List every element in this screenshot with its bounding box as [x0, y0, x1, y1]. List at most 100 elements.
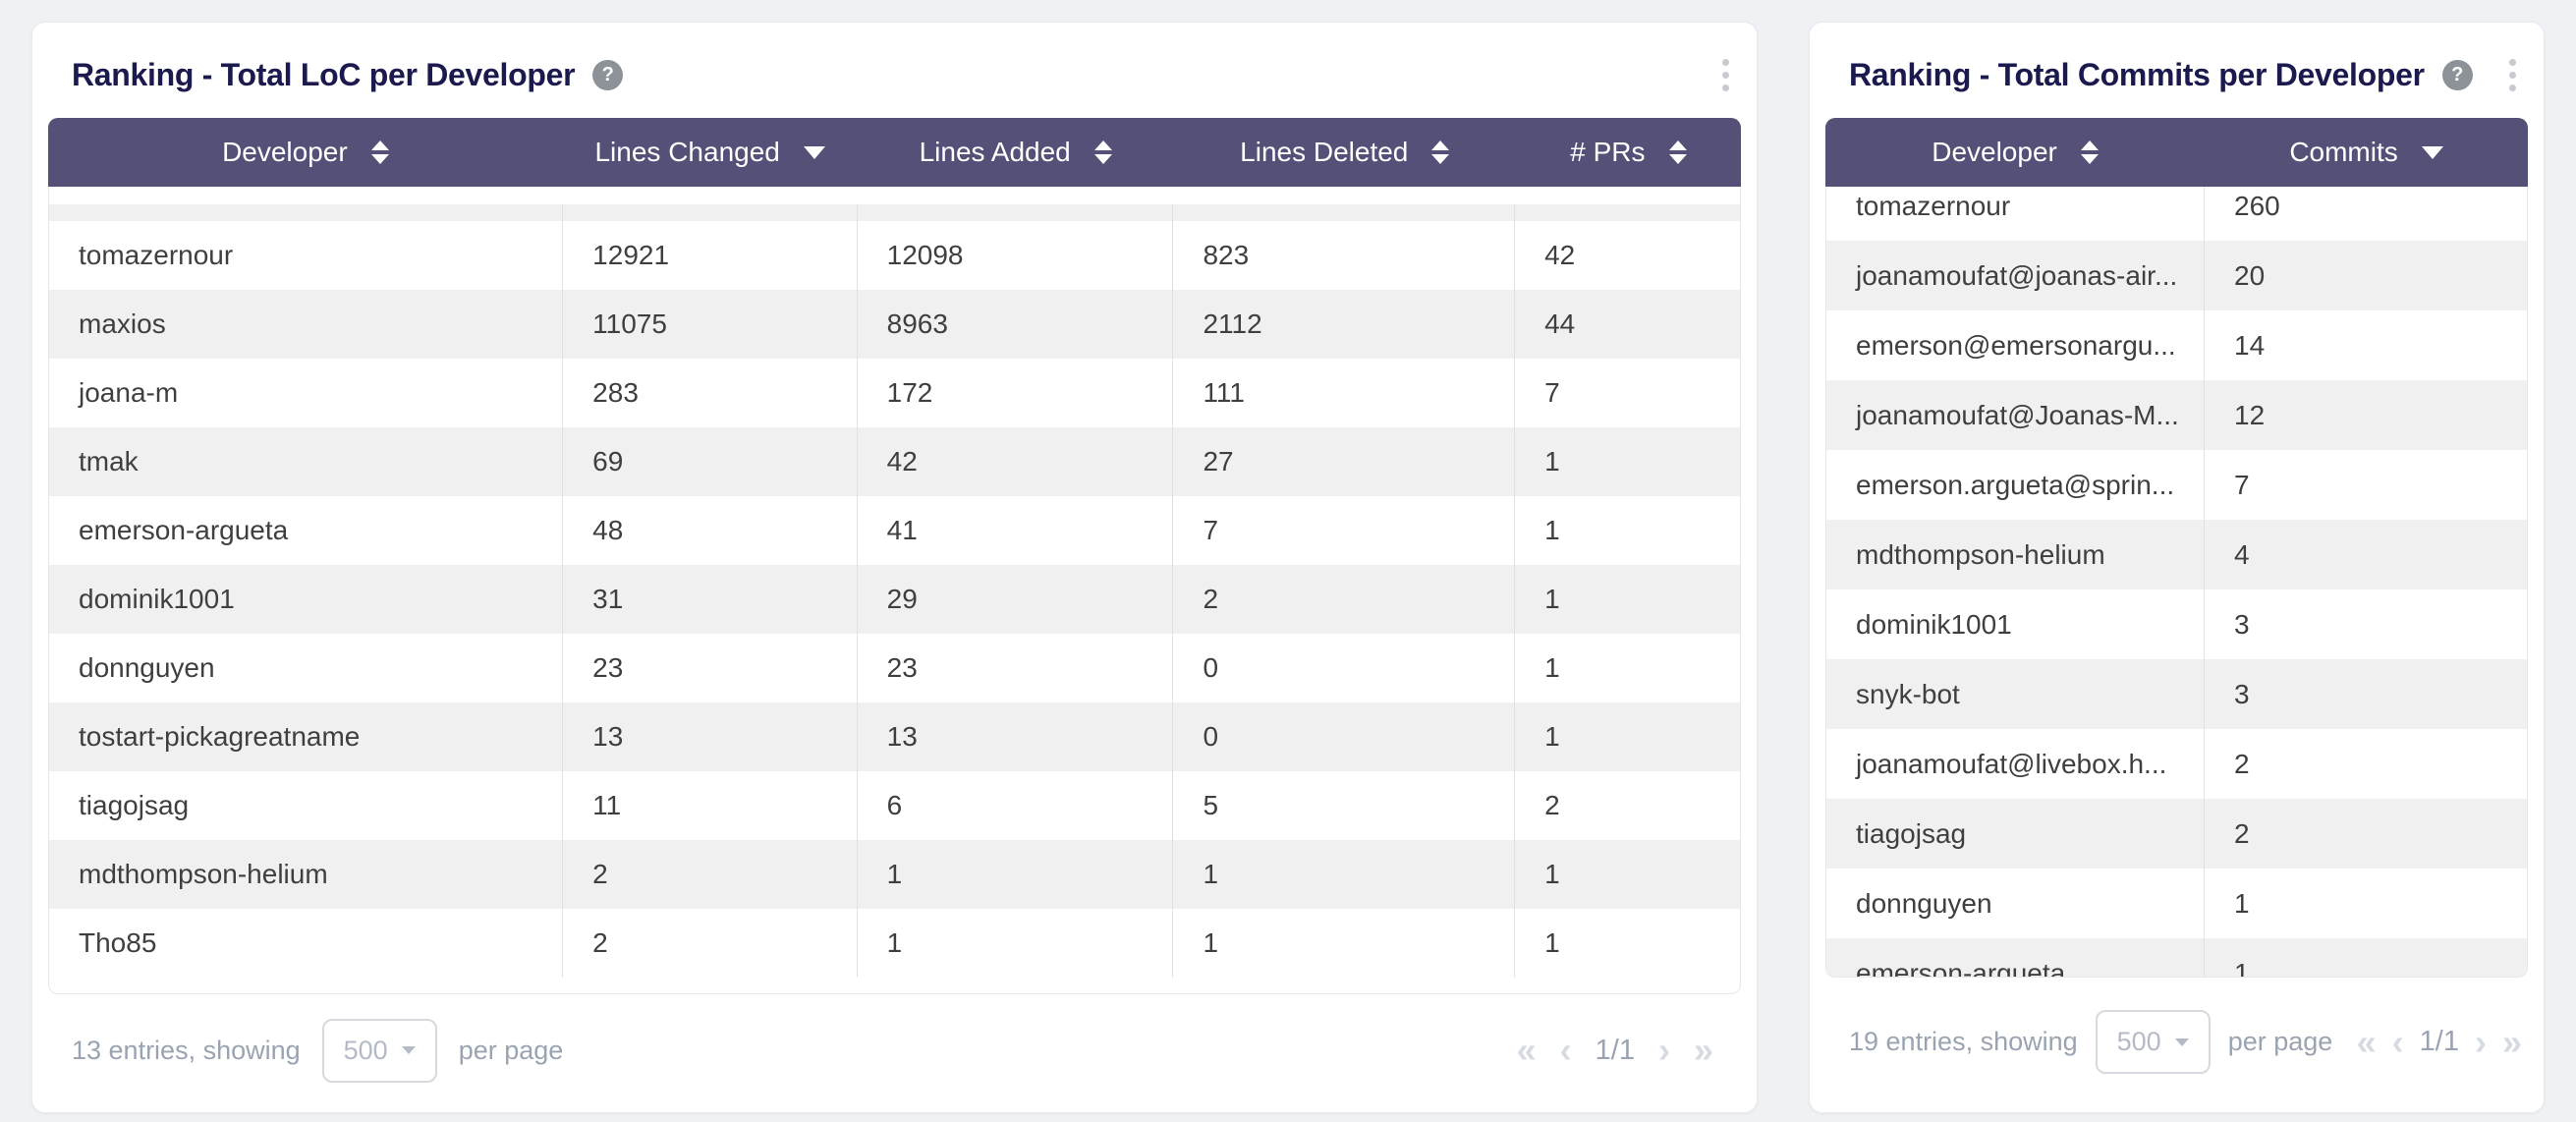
loc-ranking-card: Ranking - Total LoC per Developer ? Deve… — [31, 22, 1758, 1113]
table-cell — [1173, 204, 1516, 221]
kebab-menu-icon[interactable] — [2499, 53, 2526, 97]
column-header[interactable]: Lines Deleted — [1174, 118, 1516, 187]
sort-both-icon[interactable] — [2081, 140, 2099, 164]
table-cell: donnguyen — [49, 634, 564, 702]
table-row: donnguyen 1 — [1826, 869, 2527, 938]
page-size-select[interactable]: 500 — [2095, 1010, 2211, 1074]
table-cell: 823 — [1173, 221, 1516, 290]
card-header: Ranking - Total Commits per Developer ? — [1810, 23, 2544, 118]
sort-both-icon[interactable] — [1094, 140, 1112, 164]
table-cell: 2 — [2234, 748, 2250, 779]
column-label: # PRs — [1570, 137, 1646, 167]
column-header[interactable]: Lines Changed — [563, 118, 858, 187]
table-row: joanamoufat@Joanas-M... 12 — [1826, 380, 2527, 450]
table-row: emerson.argueta@sprin... 7 — [1826, 450, 2527, 520]
table-row: mdthompson-helium 2 1 1 1 — [49, 840, 1740, 909]
column-header[interactable]: Developer — [1825, 118, 2205, 187]
sort-both-icon[interactable] — [1669, 140, 1687, 164]
sort-both-icon[interactable] — [1431, 140, 1449, 164]
page-size-value: 500 — [2116, 1027, 2161, 1056]
table-cell: 1 — [1544, 584, 1560, 614]
column-label: Developer — [1932, 137, 2057, 167]
table-body[interactable]: tomazernour 12921 12098 823 42 maxios 11075 896… — [48, 187, 1741, 994]
column-label: Lines Changed — [594, 137, 780, 167]
prev-page-icon[interactable]: ‹ — [1559, 1030, 1572, 1070]
table-row: Tho85 2 1 1 1 — [49, 909, 1740, 978]
table-cell: 2 — [563, 909, 858, 978]
column-header[interactable]: Lines Added — [858, 118, 1174, 187]
column-label: Lines Added — [919, 137, 1071, 167]
table-cell: 3 — [2234, 678, 2250, 709]
table-row: tostart-pickagreatname 13 13 0 1 — [49, 702, 1740, 771]
table-cell — [49, 204, 564, 221]
table-cell: maxios — [49, 290, 564, 359]
next-page-icon[interactable]: › — [1657, 1030, 1670, 1070]
table-cell: 1 — [1544, 652, 1560, 683]
table-footer: 19 entries, showing 500 per page « ‹ 1/1… — [1810, 978, 2544, 1112]
table-cell: 11 — [563, 771, 858, 840]
sort-both-icon[interactable] — [371, 140, 389, 164]
table-cell: 3 — [2234, 608, 2250, 640]
column-label: Commits — [2289, 137, 2398, 167]
table-cell: 1 — [1544, 721, 1560, 752]
table-row: dominik1001 31 29 2 1 — [49, 565, 1740, 634]
next-page-icon[interactable]: › — [2474, 1021, 2487, 1062]
table-cell: 12921 — [563, 221, 858, 290]
scroll-gap — [49, 187, 1740, 204]
last-page-icon[interactable]: » — [2501, 1021, 2522, 1062]
table-cell: tostart-pickagreatname — [49, 702, 564, 771]
table-body[interactable]: tomazernour 260 joanamoufat@joanas-air... 2… — [1825, 187, 2528, 978]
table-cell: 7 — [1173, 496, 1516, 565]
sort-desc-icon[interactable] — [804, 146, 825, 159]
table-cell: 8963 — [858, 290, 1174, 359]
table-cell: mdthompson-helium — [49, 840, 564, 909]
loc-table: Developer Lines Changed Lines Added Lines D… — [48, 118, 1741, 994]
table-row: snyk-bot 3 — [1826, 659, 2527, 729]
per-page-text: per page — [2227, 1027, 2333, 1056]
table-cell: 283 — [563, 359, 858, 427]
table-header: Developer Lines Changed Lines Added Lines D… — [48, 118, 1741, 187]
first-page-icon[interactable]: « — [2356, 1021, 2377, 1062]
table-cell: 41 — [858, 496, 1174, 565]
table-cell: 48 — [563, 496, 858, 565]
first-page-icon[interactable]: « — [1516, 1030, 1537, 1070]
table-cell: 172 — [858, 359, 1174, 427]
table-row: joanamoufat@livebox.h... 2 — [1826, 729, 2527, 799]
table-cell: 1 — [1544, 859, 1560, 889]
table-row: tmak 69 42 27 1 — [49, 427, 1740, 496]
entries-text: 13 entries, showing — [72, 1035, 301, 1065]
table-row: emerson-argueta 48 41 7 1 — [49, 496, 1740, 565]
table-cell — [563, 204, 858, 221]
help-icon[interactable]: ? — [2441, 60, 2473, 90]
table-row: tomazernour 260 — [1826, 187, 2527, 241]
kebab-menu-icon[interactable] — [1712, 53, 1739, 97]
sort-desc-icon[interactable] — [2422, 146, 2443, 159]
table-cell: 7 — [2234, 469, 2250, 500]
last-page-icon[interactable]: » — [1693, 1030, 1713, 1070]
per-page-text: per page — [458, 1035, 564, 1065]
table-cell: dominik1001 — [49, 565, 564, 634]
table-cell: 1 — [1544, 515, 1560, 545]
pagination: « ‹ 1/1 › » — [2356, 1021, 2522, 1062]
help-icon[interactable]: ? — [592, 60, 624, 90]
table-cell: donnguyen — [1826, 869, 2206, 938]
table-cell — [858, 204, 1174, 221]
prev-page-icon[interactable]: ‹ — [2391, 1021, 2404, 1062]
table-cell: emerson@emersonargu... — [1826, 310, 2206, 380]
table-cell: 27 — [1173, 427, 1516, 496]
table-cell: 20 — [2234, 259, 2266, 291]
column-header[interactable]: Developer — [48, 118, 563, 187]
table-cell: 1 — [1173, 840, 1516, 909]
page-size-select[interactable]: 500 — [321, 1018, 437, 1083]
table-cell: 42 — [858, 427, 1174, 496]
table-row: tiagojsag 11 6 5 2 — [49, 771, 1740, 840]
table-cell: 12 — [2234, 399, 2266, 430]
column-header[interactable]: Commits — [2205, 118, 2528, 187]
table-cell: 29 — [858, 565, 1174, 634]
table-cell: emerson-argueta — [49, 496, 564, 565]
column-header[interactable]: # PRs — [1516, 118, 1741, 187]
table-cell: emerson-argueta — [1826, 938, 2206, 977]
table-row: emerson-argueta 1 — [1826, 938, 2527, 977]
table-cell: joanamoufat@livebox.h... — [1826, 729, 2206, 799]
table-cell: 2 — [2234, 817, 2250, 849]
